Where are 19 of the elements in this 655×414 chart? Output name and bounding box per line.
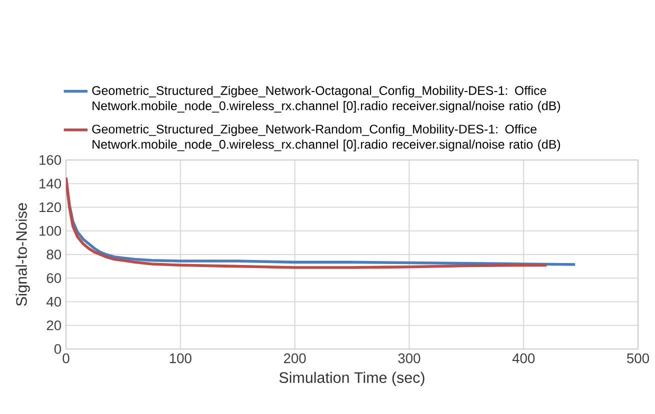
y-tick-label: 120 [40, 202, 62, 212]
x-tick-label: 100 [170, 353, 192, 364]
y-tick-label: 60 [46, 273, 62, 284]
y-tick-label: 0 [54, 344, 62, 354]
legend-label: Geometric_Structured_Zigbee_Network-Octagonal_Config_Mobility-DES-1: Office Network.mobile_node_0.wireless_rx.channel [0].radio receiver.signal/noise ratio (dB) [92, 86, 560, 113]
x-axis-title: Simulation Time (sec) [279, 372, 424, 386]
y-tick-label: 160 [40, 155, 62, 165]
x-tick-label: 300 [398, 353, 420, 364]
x-tick-label: 200 [284, 353, 306, 364]
x-tick-label: 400 [512, 353, 535, 364]
y-tick-label: 20 [46, 320, 62, 330]
x-tick-label: 0 [62, 353, 70, 364]
y-tick-label: 140 [40, 178, 62, 189]
y-tick-label: 80 [46, 250, 62, 260]
y-axis-title: Signal-to-Noise [16, 203, 30, 306]
legend-label: Geometric_Structured_Zigbee_Network-Random_Config_Mobility-DES-1: Office Network.mobile_node_0.wireless_rx.channel [0].radio receiver.signal/noise ratio (dB) [92, 124, 560, 152]
x-tick-label: 500 [627, 353, 650, 364]
y-tick-label: 100 [40, 226, 62, 236]
y-tick-label: 40 [46, 296, 62, 307]
